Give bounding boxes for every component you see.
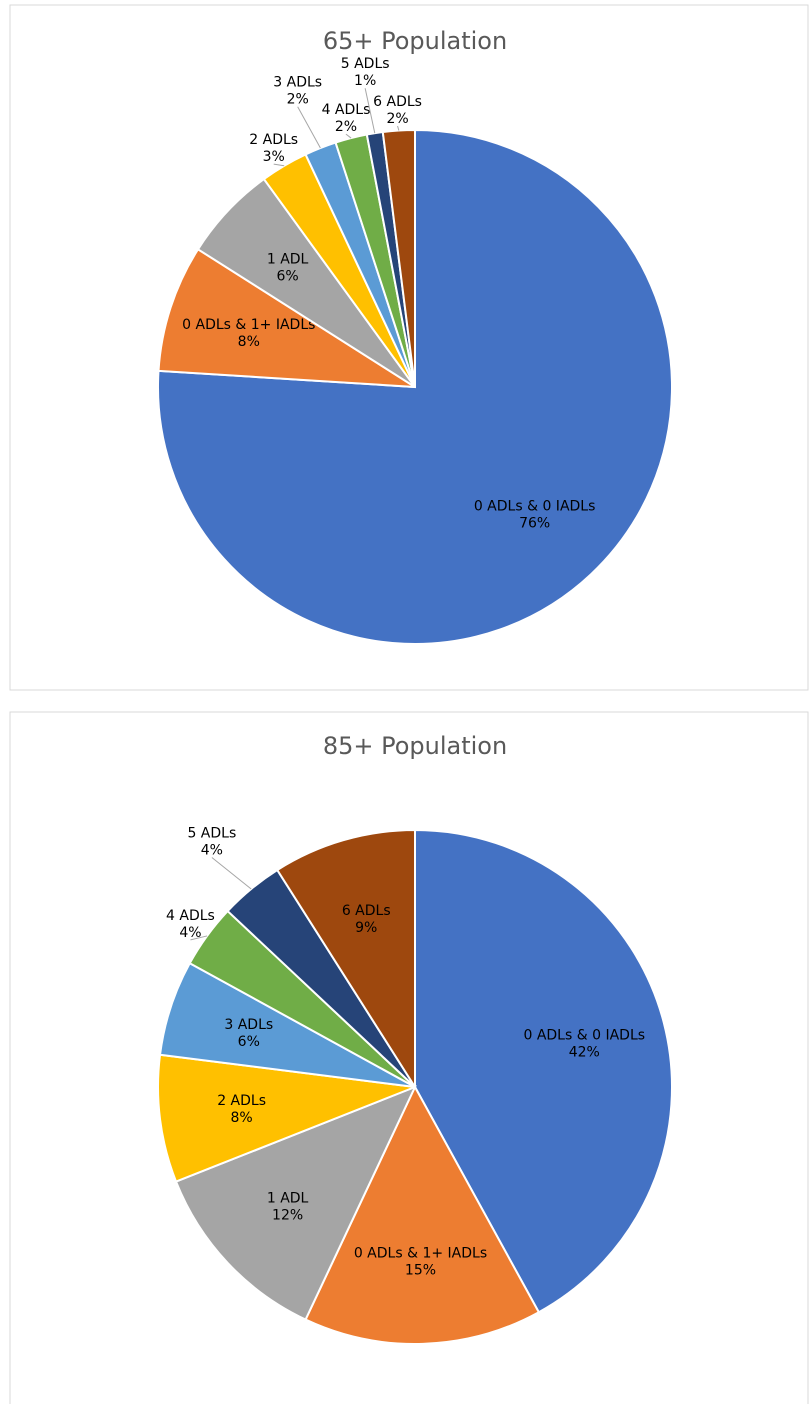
slice-label: 3 ADLs: [224, 1017, 273, 1033]
value-label: 4%: [179, 925, 201, 941]
slice-label: 1 ADL: [267, 251, 309, 267]
slice-label: 0 ADLs & 0 IADLs: [523, 1028, 645, 1044]
value-label: 15%: [405, 1263, 436, 1279]
value-label: 8%: [238, 334, 260, 350]
pie-slice: [381, 128, 416, 388]
slice-label: 0 ADLs & 1+ IADLs: [354, 1246, 487, 1262]
leader-line: [397, 125, 400, 131]
value-label: 6%: [238, 1034, 260, 1050]
slice-label: 2 ADLs: [217, 1093, 266, 1109]
value-label: 4%: [201, 842, 223, 858]
leader-line: [211, 857, 252, 890]
slice-label: 0 ADLs & 1+ IADLs: [182, 317, 315, 333]
slice-label: 5 ADLs: [341, 56, 390, 72]
value-label: 76%: [519, 515, 550, 531]
pie-slice: [174, 1085, 417, 1321]
leader-line: [273, 163, 285, 167]
leader-line: [297, 106, 321, 149]
slice-label: 6 ADLs: [373, 94, 422, 110]
slice-label: 4 ADLs: [322, 102, 371, 118]
chart-title: 65+ Population: [323, 27, 507, 55]
slice-label: 6 ADLs: [342, 903, 391, 919]
leader-line: [190, 935, 208, 941]
slice-label: 2 ADLs: [249, 132, 298, 148]
slice-label: 4 ADLs: [166, 908, 215, 924]
value-label: 2%: [386, 111, 408, 127]
slice-label: 1 ADL: [267, 1191, 309, 1207]
slice-label: 5 ADLs: [187, 825, 236, 841]
value-label: 8%: [231, 1110, 253, 1126]
chart-title: 85+ Population: [323, 732, 507, 760]
value-label: 6%: [276, 268, 298, 284]
pie-slice: [275, 828, 416, 1091]
chart-border: [9, 4, 809, 691]
leader-line: [364, 88, 376, 134]
slice-label: 3 ADLs: [273, 75, 322, 91]
value-label: 42%: [569, 1045, 600, 1061]
value-label: 2%: [335, 119, 357, 135]
value-label: 9%: [355, 920, 377, 936]
value-label: 12%: [272, 1208, 303, 1224]
pie-slice: [414, 828, 673, 1314]
chart-border: [9, 711, 809, 1404]
value-label: 2%: [287, 92, 309, 108]
leader-line: [345, 133, 352, 139]
pie-slice: [304, 1084, 541, 1345]
value-label: 3%: [263, 149, 285, 165]
pie-slice: [157, 1053, 416, 1183]
pie-slice: [157, 128, 673, 645]
pie-slice: [157, 247, 416, 388]
slice-label: 0 ADLs & 0 IADLs: [474, 498, 596, 514]
value-label: 1%: [354, 73, 376, 89]
